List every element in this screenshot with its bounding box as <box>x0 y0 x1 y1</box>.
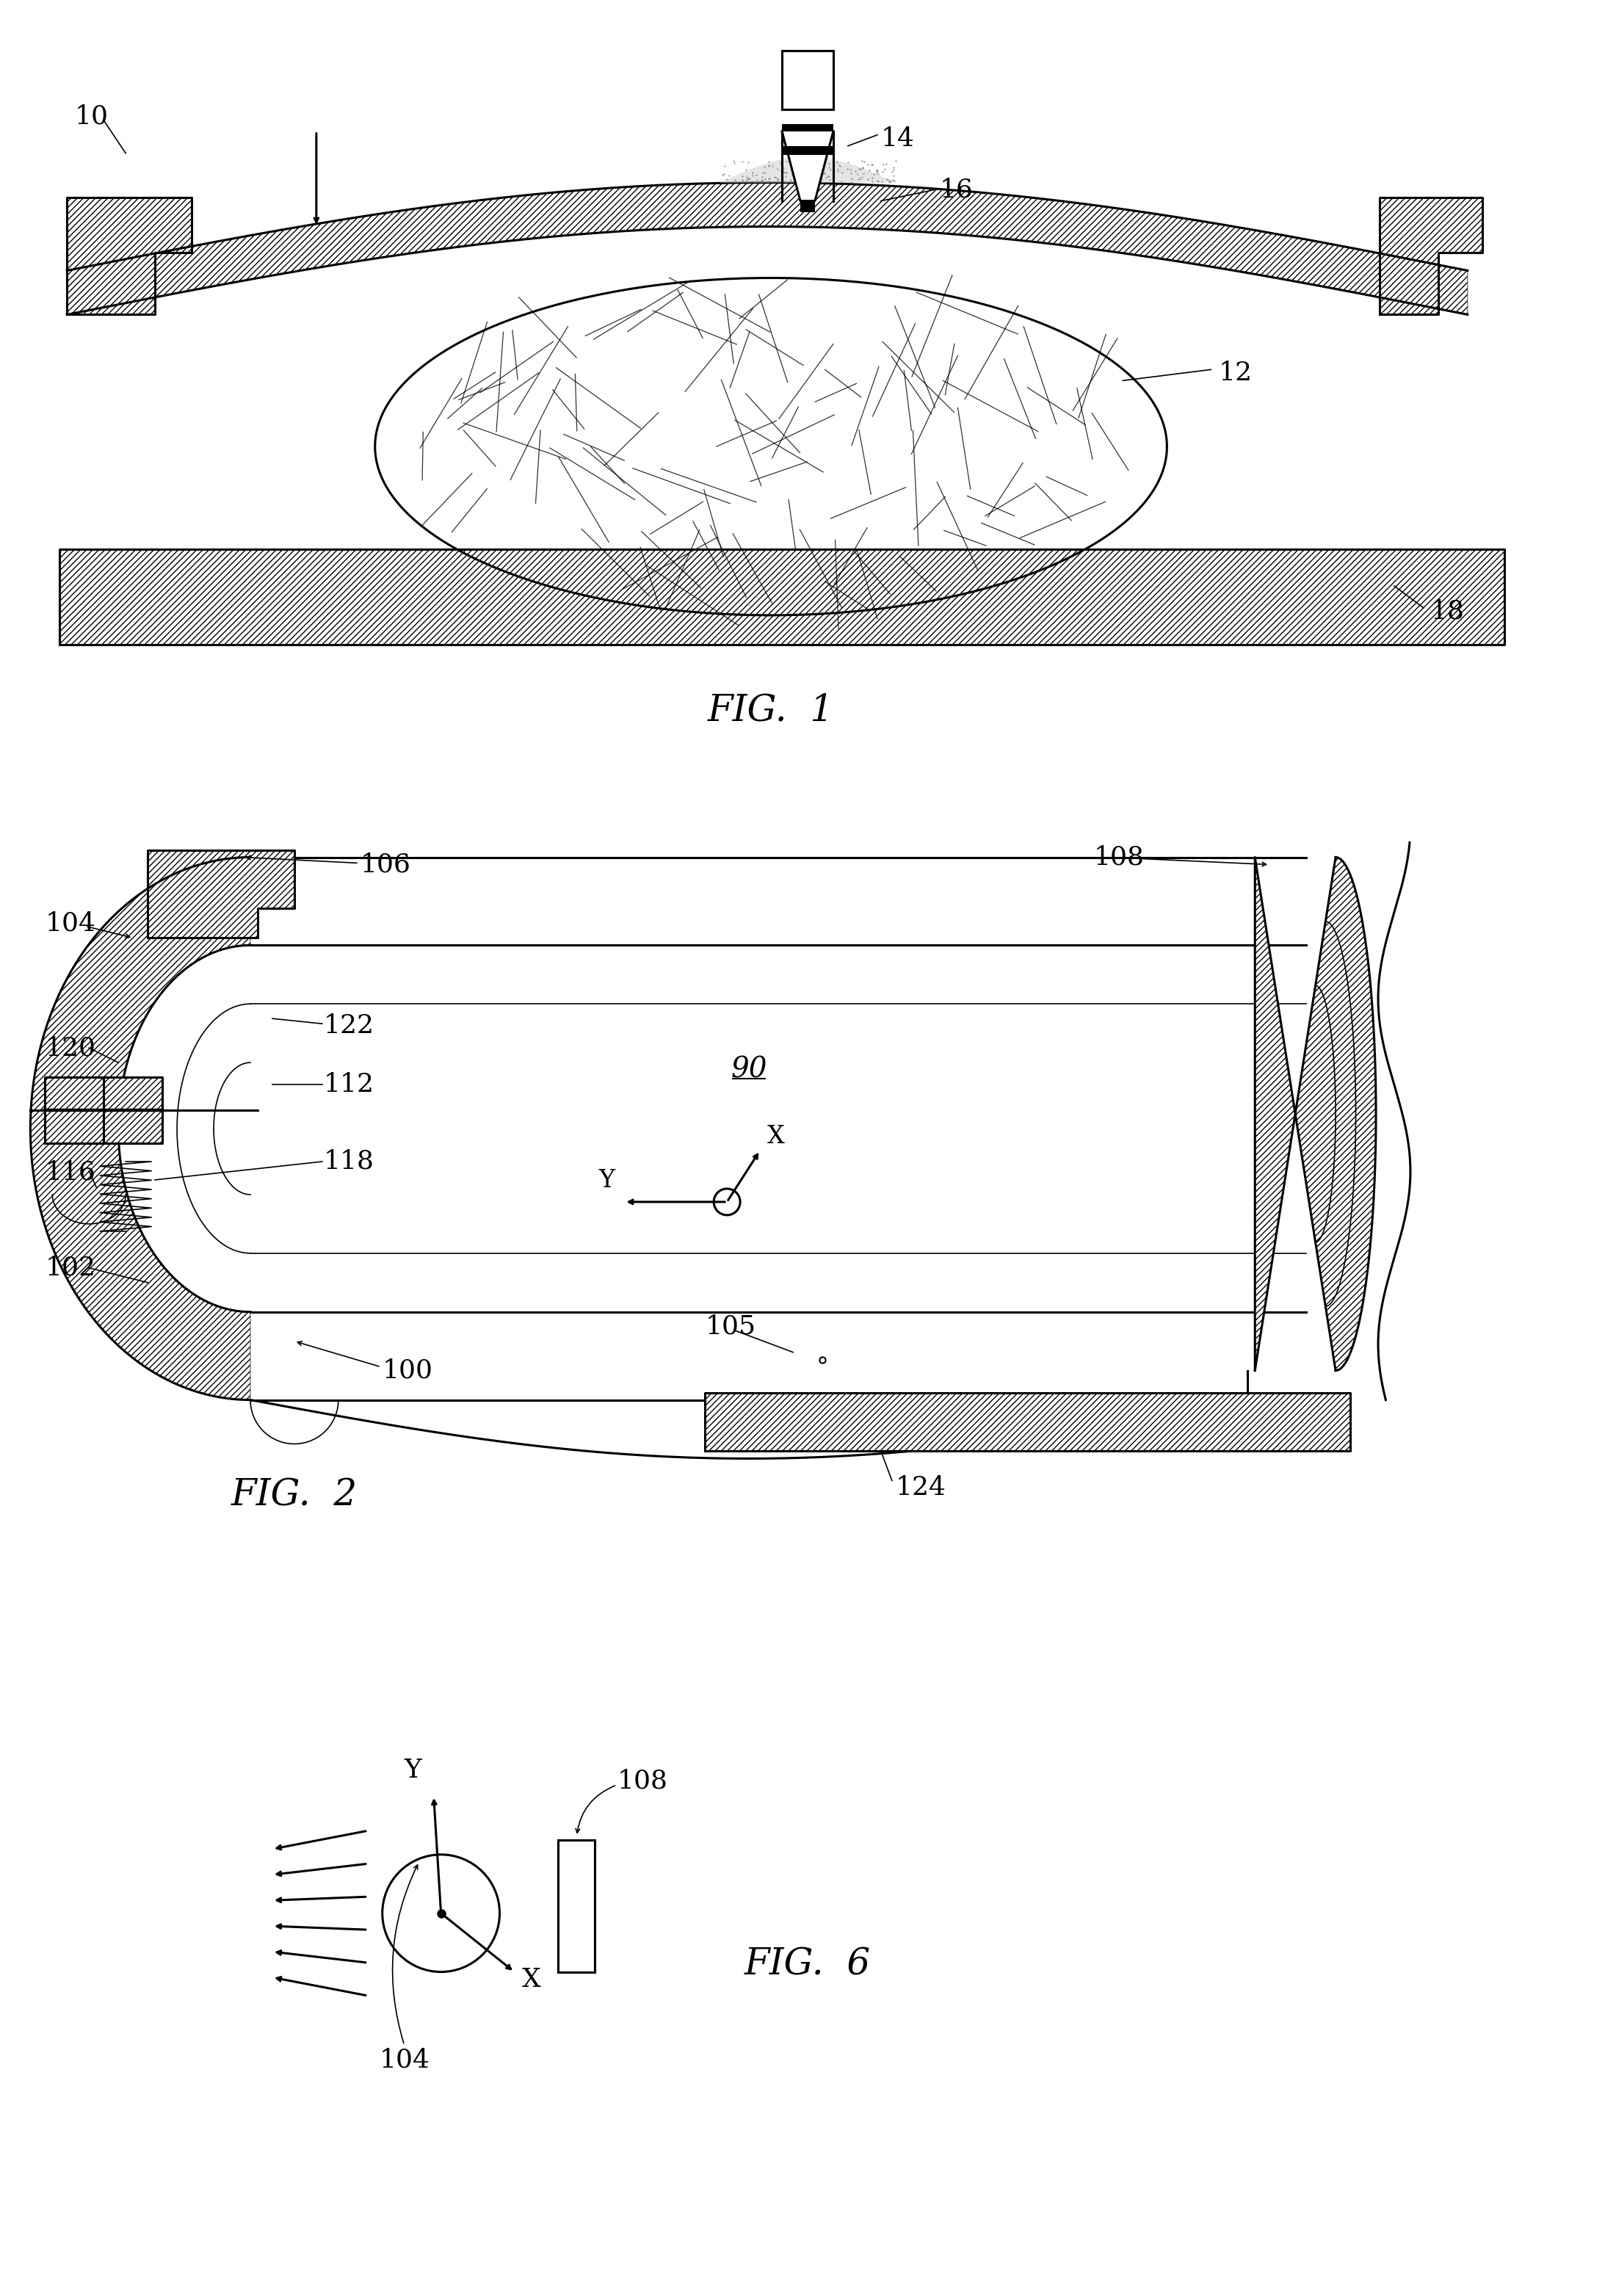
Text: 18: 18 <box>1430 599 1464 625</box>
Polygon shape <box>782 124 834 131</box>
Polygon shape <box>250 1311 1306 1401</box>
Polygon shape <box>782 131 834 202</box>
Text: 102: 102 <box>45 1256 95 1281</box>
Text: FIG.  6: FIG. 6 <box>745 1947 871 1984</box>
Polygon shape <box>375 278 1167 615</box>
Polygon shape <box>31 856 250 1401</box>
Polygon shape <box>1380 197 1482 315</box>
Text: 120: 120 <box>45 1035 95 1061</box>
Polygon shape <box>782 147 834 154</box>
Polygon shape <box>250 946 1306 1311</box>
Text: 106: 106 <box>360 852 410 877</box>
Polygon shape <box>60 549 1504 645</box>
Polygon shape <box>250 856 1306 946</box>
Polygon shape <box>558 1839 595 1972</box>
Text: 100: 100 <box>383 1357 433 1382</box>
Text: 116: 116 <box>45 1159 95 1185</box>
Text: 124: 124 <box>895 1476 947 1499</box>
Text: 108: 108 <box>1094 845 1144 870</box>
Text: FIG.  1: FIG. 1 <box>708 693 834 728</box>
Polygon shape <box>1256 856 1375 1371</box>
Text: 14: 14 <box>881 126 915 152</box>
Text: 90: 90 <box>730 1056 768 1084</box>
Polygon shape <box>719 156 895 184</box>
Polygon shape <box>705 1394 1351 1451</box>
Polygon shape <box>800 202 814 211</box>
Text: 104: 104 <box>45 912 95 937</box>
Text: Y: Y <box>404 1759 422 1782</box>
Polygon shape <box>147 850 294 937</box>
Text: 108: 108 <box>617 1768 667 1793</box>
Polygon shape <box>66 197 192 315</box>
Text: X: X <box>522 1968 541 1991</box>
Text: 118: 118 <box>323 1148 375 1173</box>
Text: 10: 10 <box>74 103 108 129</box>
Text: Y: Y <box>598 1169 616 1192</box>
Text: 16: 16 <box>939 177 973 202</box>
Polygon shape <box>782 51 834 110</box>
Polygon shape <box>66 184 1467 315</box>
Text: 112: 112 <box>323 1072 375 1097</box>
Text: 12: 12 <box>1218 360 1252 386</box>
Text: 104: 104 <box>380 2048 430 2073</box>
Text: FIG.  2: FIG. 2 <box>231 1476 357 1513</box>
Text: 122: 122 <box>323 1013 375 1038</box>
Polygon shape <box>45 1077 162 1143</box>
Text: 105: 105 <box>705 1313 756 1339</box>
Text: X: X <box>768 1125 785 1148</box>
